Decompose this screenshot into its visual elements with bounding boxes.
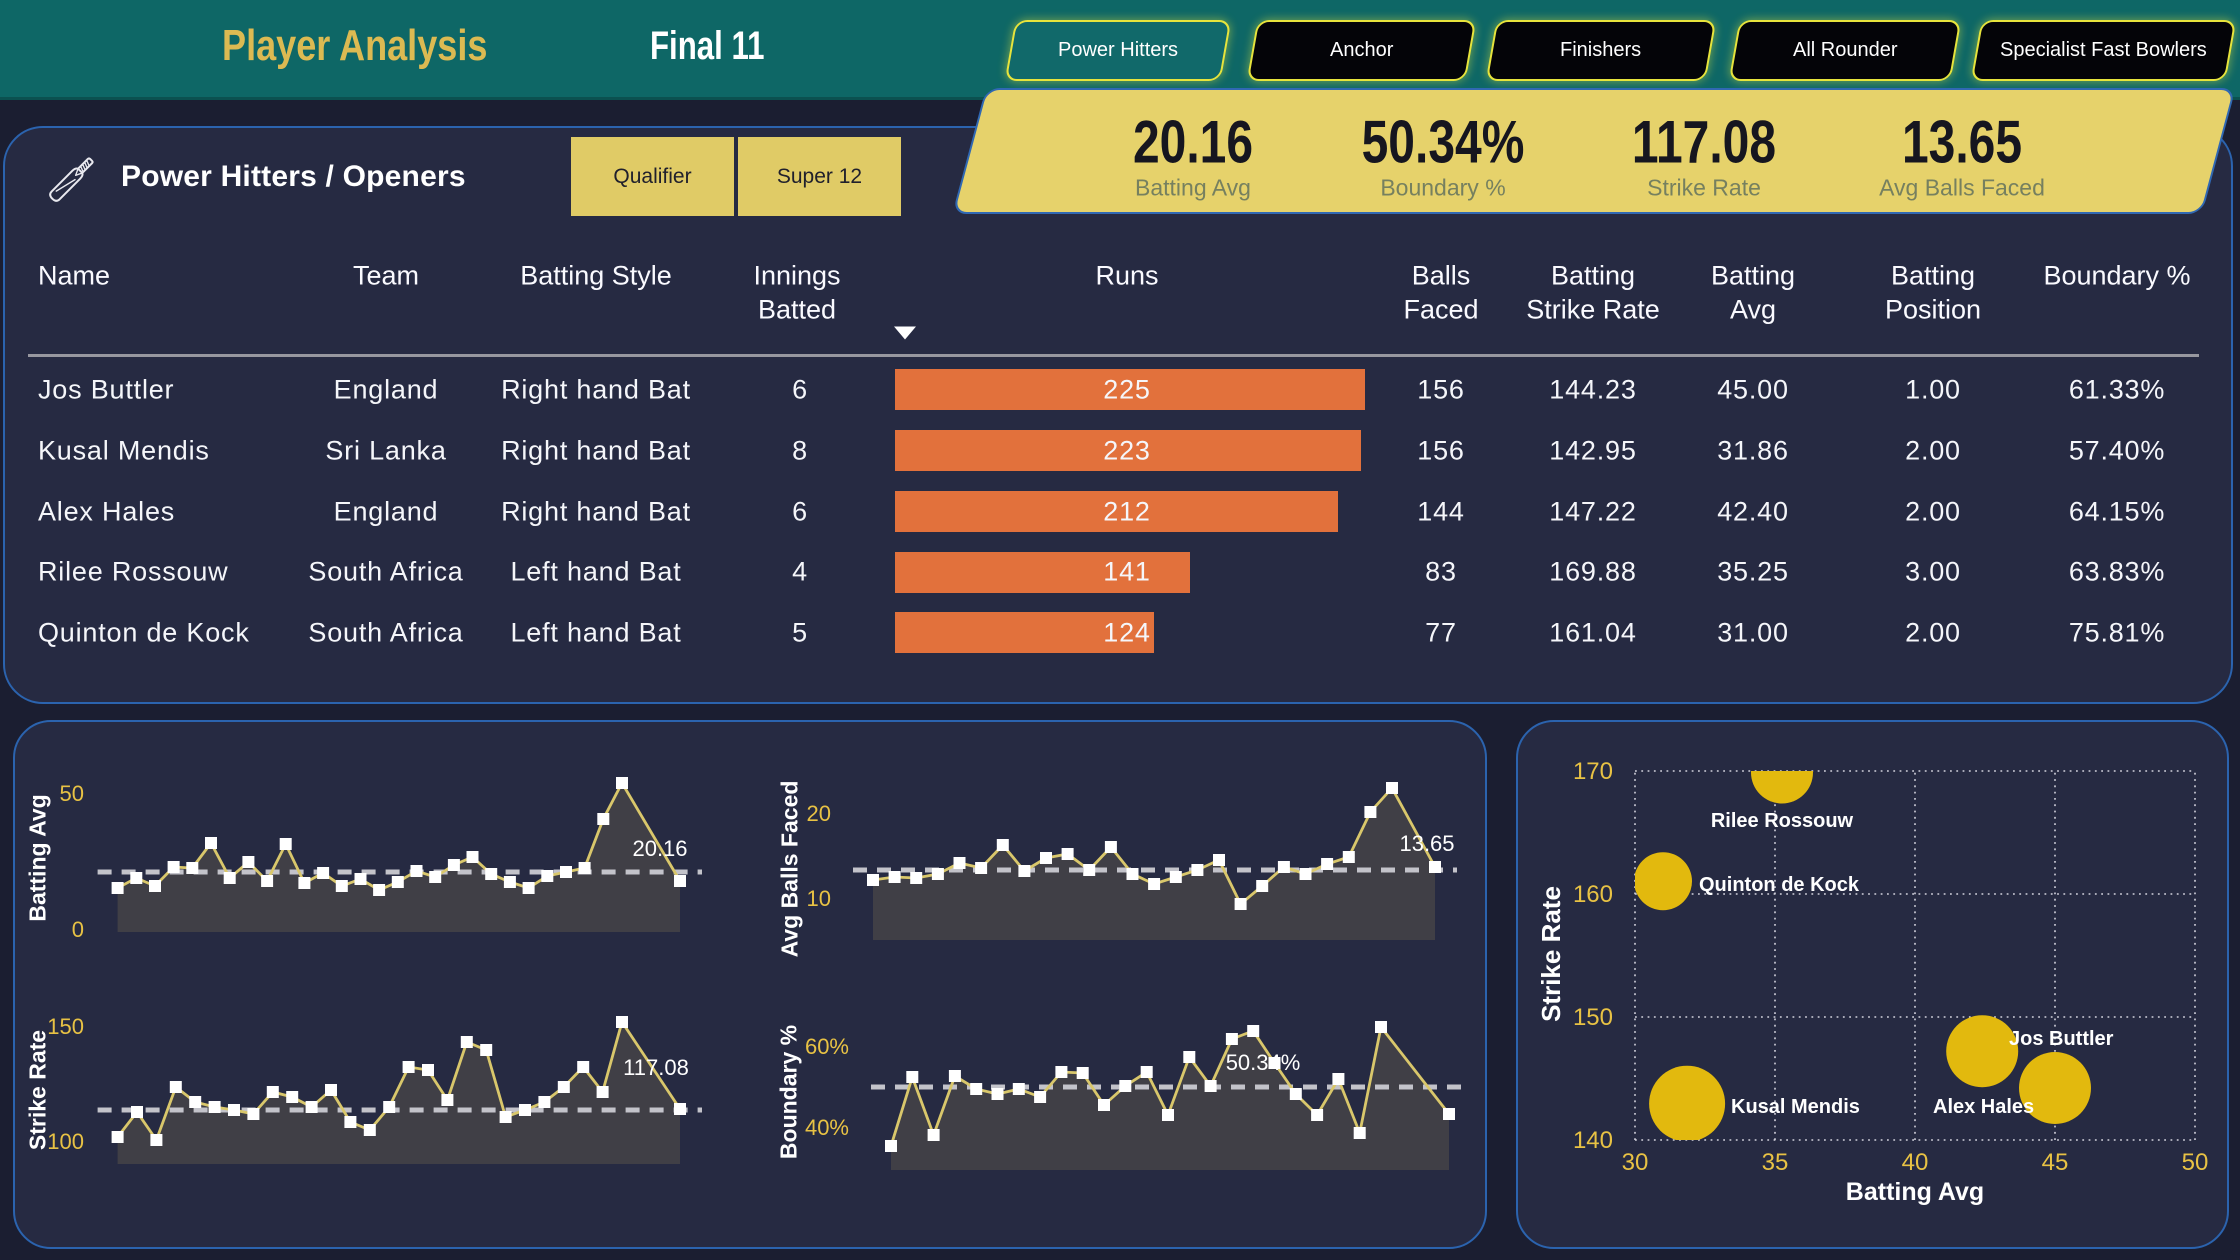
svg-text:Rilee Rossouw: Rilee Rossouw	[1711, 810, 1854, 832]
svg-text:140: 140	[1573, 1127, 1613, 1154]
svg-text:40: 40	[1902, 1149, 1929, 1176]
svg-text:Quinton de Kock: Quinton de Kock	[1699, 874, 1860, 896]
svg-text:30: 30	[1622, 1149, 1649, 1176]
svg-text:Kusal Mendis: Kusal Mendis	[1731, 1096, 1860, 1118]
svg-text:Batting Avg: Batting Avg	[1846, 1178, 1984, 1206]
svg-text:Jos Buttler: Jos Buttler	[2009, 1028, 2114, 1050]
svg-text:170: 170	[1573, 758, 1613, 785]
svg-text:50: 50	[2182, 1149, 2209, 1176]
svg-text:160: 160	[1573, 881, 1613, 908]
svg-text:Strike Rate: Strike Rate	[1536, 886, 1566, 1022]
svg-text:150: 150	[1573, 1004, 1613, 1031]
svg-text:45: 45	[2042, 1149, 2069, 1176]
svg-text:35: 35	[1762, 1149, 1789, 1176]
svg-text:Alex Hales: Alex Hales	[1933, 1096, 2034, 1118]
